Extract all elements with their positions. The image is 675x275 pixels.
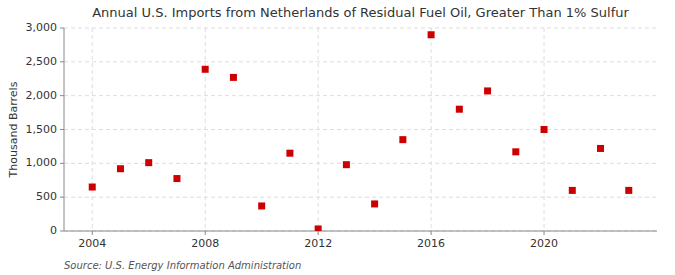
- x-tick-label: 2008: [191, 237, 219, 250]
- y-grid-line: [64, 95, 657, 96]
- point: [456, 106, 463, 113]
- x-grid-line: [431, 28, 432, 231]
- y-tick: [60, 163, 64, 164]
- y-grid-line: [64, 28, 657, 29]
- point: [173, 175, 180, 182]
- chart: 0 500 1,000 1,500 2,000 2,500 3,000 2004 2008 201…: [0, 0, 675, 275]
- x-tick: [318, 231, 319, 235]
- point: [343, 161, 350, 168]
- grid: [64, 28, 657, 231]
- x-grid-line: [92, 28, 93, 231]
- y-grid-line: [64, 61, 657, 62]
- y-tick: [60, 28, 64, 29]
- y-tick-label: 1,000: [26, 156, 58, 169]
- axes: 0 500 1,000 1,500 2,000 2,500 3,000 2004 2008 201…: [26, 21, 658, 250]
- y-tick-label: 3,000: [26, 21, 58, 34]
- y-tick: [60, 231, 64, 232]
- chart-container: 0 500 1,000 1,500 2,000 2,500 3,000 2004 2008 201…: [0, 0, 675, 275]
- point: [145, 159, 152, 166]
- point: [512, 148, 519, 155]
- point: [258, 202, 265, 209]
- point: [286, 150, 293, 157]
- y-grid-line: [64, 163, 657, 164]
- y-tick: [60, 95, 64, 96]
- points: [89, 31, 633, 231]
- y-tick: [60, 197, 64, 198]
- x-tick: [205, 231, 206, 235]
- x-tick-label: 2012: [304, 237, 332, 250]
- x-grid-line: [205, 28, 206, 231]
- y-tick-label: 2,500: [26, 55, 58, 68]
- point: [117, 165, 124, 172]
- y-axis-label: Thousand Barrels: [7, 81, 20, 178]
- point: [428, 31, 435, 38]
- y-tick-label: 500: [36, 190, 57, 203]
- y-tick-label: 0: [50, 224, 57, 237]
- point: [625, 187, 632, 194]
- x-tick-label: 2020: [530, 237, 558, 250]
- y-tick-label: 1,500: [26, 123, 58, 136]
- x-tick: [431, 231, 432, 235]
- point: [569, 187, 576, 194]
- source-note: Source: U.S. Energy Information Administ…: [64, 260, 301, 271]
- y-tick-label: 2,000: [26, 89, 58, 102]
- x-tick: [544, 231, 545, 235]
- point: [484, 87, 491, 94]
- y-grid-line: [64, 231, 657, 232]
- point: [371, 200, 378, 207]
- point: [399, 136, 406, 143]
- x-axis-line: [64, 231, 657, 232]
- x-grid-line: [318, 28, 319, 231]
- point: [202, 66, 209, 73]
- x-tick-label: 2004: [78, 237, 106, 250]
- y-grid-line: [64, 197, 657, 198]
- y-tick: [60, 129, 64, 130]
- point: [315, 225, 322, 231]
- point: [541, 126, 548, 133]
- point: [597, 145, 604, 152]
- y-tick: [60, 61, 64, 62]
- point: [230, 74, 237, 81]
- y-grid-line: [64, 129, 657, 130]
- x-tick: [92, 231, 93, 235]
- title: Annual U.S. Imports from Netherlands of …: [92, 5, 629, 20]
- x-tick-label: 2016: [417, 237, 445, 250]
- point: [89, 184, 96, 191]
